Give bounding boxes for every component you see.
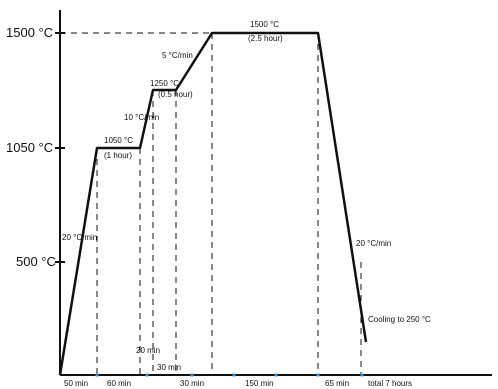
hold-time-1500: (2.5 hour) <box>248 34 283 43</box>
temperature-profile-line <box>58 31 368 376</box>
x-marker <box>95 373 99 377</box>
cooling-label: Cooling to 250 °C <box>368 315 431 324</box>
ramp-label-2: 10 °C/min <box>124 113 159 122</box>
ramp-label-4: 20 °C/min <box>356 239 391 248</box>
segment-label-65: 65 min <box>325 379 349 388</box>
x-marker <box>360 373 364 377</box>
total-time-label: total 7 hours <box>368 379 412 388</box>
x-marker <box>232 373 236 377</box>
x-axis-markers <box>95 373 364 377</box>
segment-label-150: 150 min <box>245 379 273 388</box>
hold-time-1250: (0.5 hour) <box>158 90 193 99</box>
hold-temp-1250: 1250 °C <box>150 79 179 88</box>
hold-temp-1500: 1500 °C <box>250 20 279 29</box>
ramp-label-1: 20 °C/min <box>62 233 97 242</box>
hold-time-1050: (1 hour) <box>104 151 132 160</box>
x-marker <box>190 373 194 377</box>
x-marker <box>145 373 149 377</box>
segment-label-50: 50 min <box>64 379 88 388</box>
y-tick-label-500: 500 °C <box>16 254 56 269</box>
segment-label-30: 30 min <box>180 379 204 388</box>
segment-label-30-upper: 30 min <box>157 363 181 372</box>
segment-label-20: 20 min <box>136 346 160 355</box>
x-marker <box>316 373 320 377</box>
ramp-label-3: 5 °C/min <box>162 51 193 60</box>
y-tick-label-1050: 1050 °C <box>6 140 53 155</box>
y-tick-label-1500: 1500 °C <box>6 25 53 40</box>
hold-temp-1050: 1050 °C <box>104 136 133 145</box>
segment-label-60: 60 min <box>107 379 131 388</box>
x-marker <box>274 373 278 377</box>
